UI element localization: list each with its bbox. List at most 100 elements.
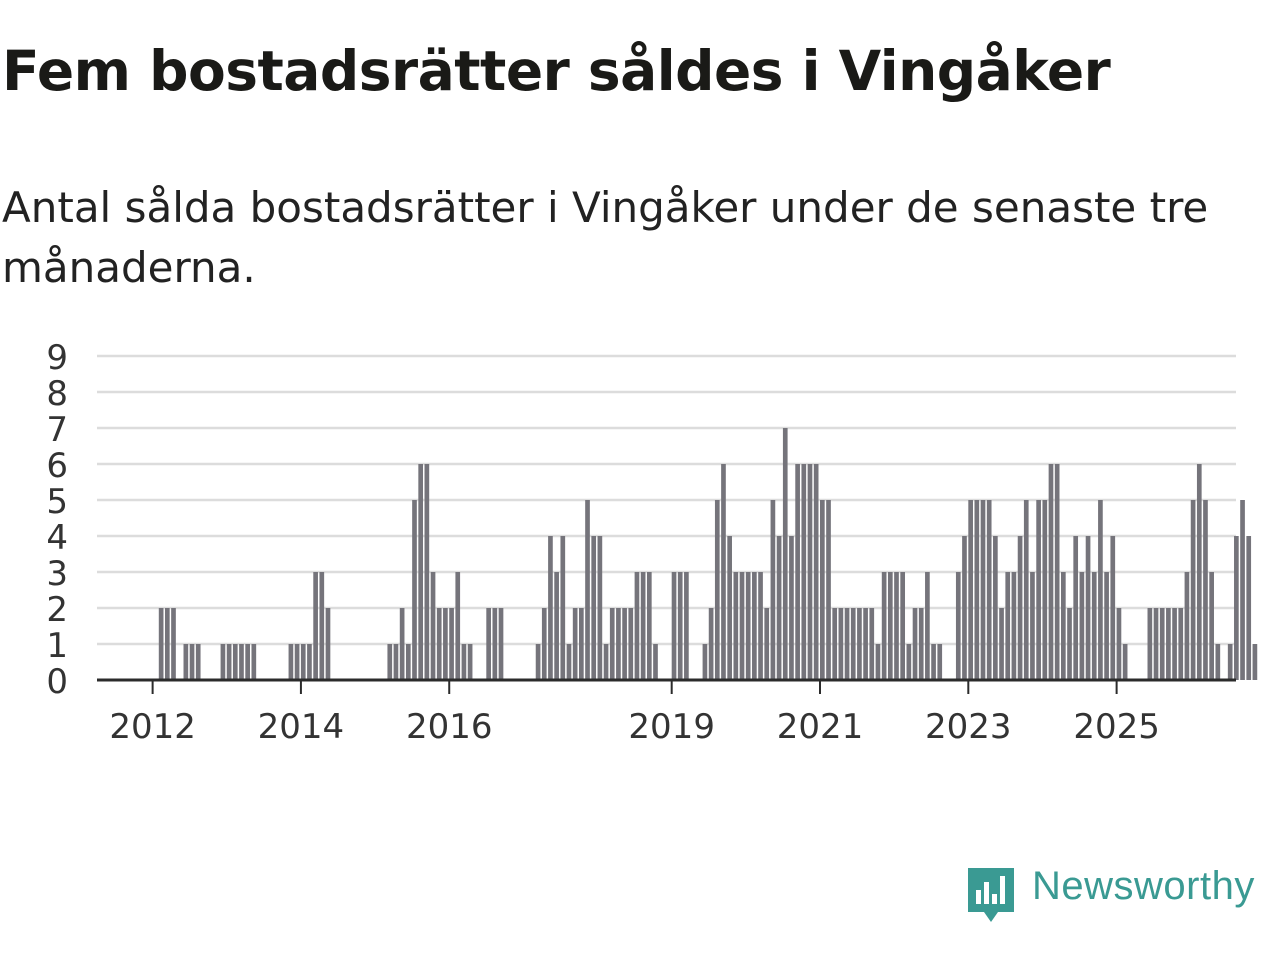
y-tick-label: 7	[46, 410, 68, 450]
bar	[721, 464, 726, 680]
bar	[158, 608, 164, 680]
bar	[1196, 464, 1202, 680]
y-tick-label: 1	[46, 626, 68, 666]
newsworthy-logo: Newsworthy	[962, 862, 1280, 932]
bar	[597, 536, 603, 680]
bar	[1060, 572, 1066, 680]
x-tick-label: 2019	[628, 707, 715, 747]
bar	[968, 500, 973, 680]
bar	[745, 572, 751, 680]
newsworthy-chart-bubble-icon	[968, 868, 1014, 922]
bar	[677, 572, 683, 680]
x-tick-label: 2012	[109, 707, 196, 747]
bar	[449, 608, 454, 680]
bar	[622, 608, 627, 680]
bar	[251, 644, 257, 680]
bar	[1240, 500, 1245, 680]
bar	[881, 572, 887, 680]
bar	[319, 572, 325, 680]
y-tick-label: 5	[46, 482, 68, 522]
bar	[653, 644, 658, 680]
bar	[1110, 536, 1116, 680]
bar	[412, 500, 417, 680]
bar	[418, 464, 424, 680]
bar	[1147, 608, 1153, 680]
bar	[727, 536, 732, 680]
bar	[999, 608, 1004, 680]
bar	[1252, 644, 1258, 680]
bar	[628, 608, 634, 680]
bar	[789, 536, 794, 680]
bar	[232, 644, 238, 680]
bar	[702, 644, 708, 680]
bar	[646, 572, 652, 680]
bar	[1054, 464, 1060, 680]
bar	[535, 644, 541, 680]
bar	[887, 572, 893, 680]
bar	[616, 608, 621, 680]
bar	[1227, 644, 1233, 680]
bar	[955, 572, 961, 680]
x-tick-label: 2016	[406, 707, 493, 747]
bar	[1098, 500, 1103, 680]
bar	[566, 644, 572, 680]
bar	[900, 572, 906, 680]
bar	[918, 608, 924, 680]
bar	[795, 464, 800, 680]
bar	[801, 464, 807, 680]
bar	[1172, 608, 1177, 680]
bar	[819, 500, 825, 680]
bar	[294, 644, 300, 680]
bar	[245, 644, 250, 680]
bar	[869, 608, 875, 680]
bar	[486, 608, 491, 680]
bar	[399, 608, 405, 680]
bar	[443, 608, 448, 680]
bar	[1085, 536, 1091, 680]
bar	[226, 644, 232, 680]
chart-subtitle: Antal sålda bostadsrätter i Vingåker und…	[2, 183, 1209, 292]
bar	[733, 572, 739, 680]
bar	[461, 644, 467, 680]
bar	[1215, 644, 1221, 680]
bar	[962, 536, 967, 680]
bar	[239, 644, 244, 680]
bar	[906, 644, 912, 680]
bar	[1048, 464, 1054, 680]
bar	[405, 644, 411, 680]
bar	[857, 608, 862, 680]
bar	[195, 644, 201, 680]
bar	[912, 608, 918, 680]
bar	[937, 644, 943, 680]
bar	[875, 644, 881, 680]
bar	[1017, 536, 1023, 680]
bar	[850, 608, 856, 680]
bar	[1073, 536, 1079, 680]
bar	[1091, 572, 1097, 680]
bar	[560, 536, 566, 680]
bar	[640, 572, 646, 680]
bar	[684, 572, 689, 680]
bar	[424, 464, 430, 680]
bar	[307, 644, 312, 680]
bar	[164, 608, 170, 680]
bar	[986, 500, 992, 680]
bar	[813, 464, 819, 680]
x-tick-label: 2014	[258, 707, 345, 747]
bar	[541, 608, 547, 680]
chart-title: Fem bostadsrätter såldes i Vingåker	[2, 39, 1111, 103]
bar	[764, 608, 770, 680]
bar	[189, 644, 195, 680]
bar	[171, 608, 176, 680]
bar	[844, 608, 850, 680]
bar	[1178, 608, 1184, 680]
y-tick-label: 9	[46, 338, 68, 378]
bar	[603, 644, 609, 680]
bar	[782, 428, 788, 680]
bar	[492, 608, 498, 680]
bar	[467, 644, 473, 680]
bar	[708, 608, 714, 680]
bar	[578, 608, 584, 680]
y-tick-label: 4	[46, 518, 68, 558]
bar	[1153, 608, 1159, 680]
